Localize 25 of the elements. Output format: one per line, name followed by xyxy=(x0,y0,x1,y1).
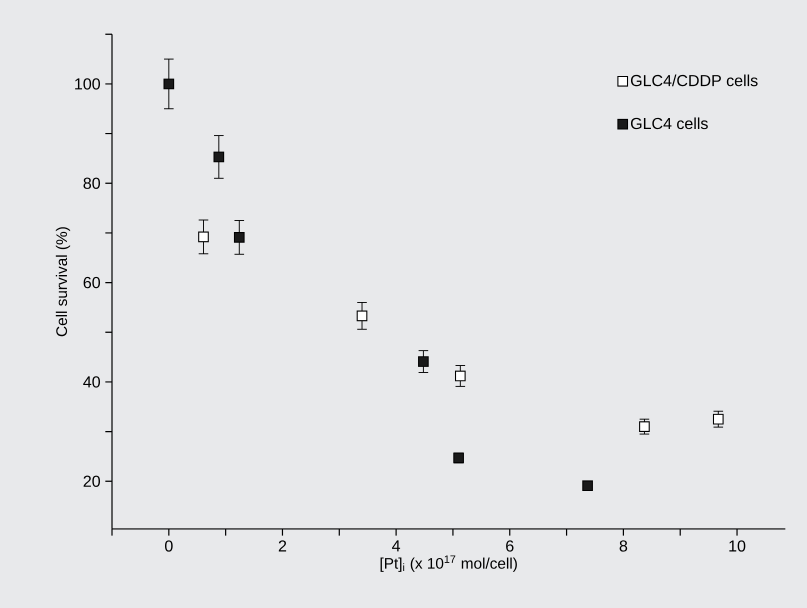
point xyxy=(356,310,368,322)
x-tick-label: 8 xyxy=(620,540,628,552)
x-tick-label: 4 xyxy=(392,540,400,552)
x-tick-label: 6 xyxy=(506,540,514,552)
point xyxy=(163,78,174,90)
point xyxy=(418,356,429,367)
point xyxy=(582,480,593,492)
y-tick-label: 60 xyxy=(84,276,100,288)
x-tick-label: 10 xyxy=(729,540,746,552)
point xyxy=(639,421,650,432)
legend-label: GLC4 cells xyxy=(630,117,708,130)
y-tick-label: 20 xyxy=(84,476,100,487)
x-tick-label: 0 xyxy=(165,540,173,552)
point xyxy=(712,414,724,425)
point xyxy=(198,232,209,242)
y-axis-title: Cell survival (%) xyxy=(56,227,70,336)
legend-label: GLC4/CDDP cells xyxy=(630,74,758,86)
x-axis-title: [Pt]$_{i}$ (x 10$^{17}$ mol/cell) xyxy=(380,555,517,572)
point xyxy=(213,152,224,162)
point xyxy=(234,232,245,243)
x-tick-label: 2 xyxy=(278,540,286,552)
y-tick-label: 80 xyxy=(84,178,100,189)
y-tick-label: 100 xyxy=(75,78,100,90)
point xyxy=(454,370,466,382)
y-tick-label: 40 xyxy=(83,376,100,388)
